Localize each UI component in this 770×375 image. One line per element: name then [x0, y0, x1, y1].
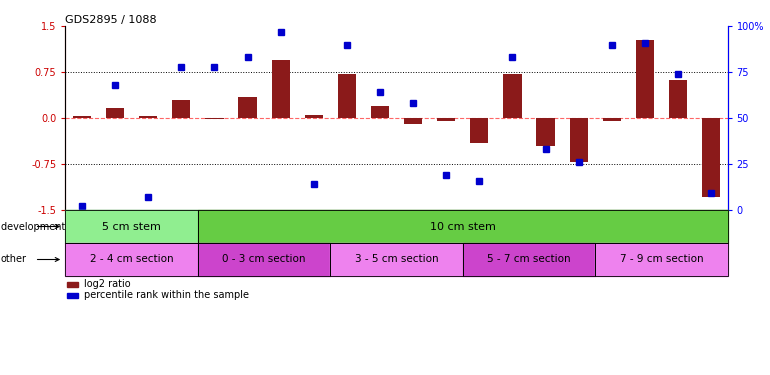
- Bar: [702, 118, 720, 196]
- Text: 2 - 4 cm section: 2 - 4 cm section: [90, 255, 173, 264]
- Text: GDS2895 / 1088: GDS2895 / 1088: [65, 15, 157, 26]
- Text: 0 - 3 cm section: 0 - 3 cm section: [223, 255, 306, 264]
- Bar: [504, 74, 521, 118]
- Bar: [206, 118, 223, 119]
- Text: 7 - 9 cm section: 7 - 9 cm section: [620, 255, 703, 264]
- Bar: [106, 108, 124, 118]
- Text: percentile rank within the sample: percentile rank within the sample: [84, 290, 249, 300]
- Bar: [272, 60, 290, 118]
- Text: 5 - 7 cm section: 5 - 7 cm section: [487, 255, 571, 264]
- Bar: [537, 118, 554, 146]
- Bar: [371, 106, 389, 118]
- Bar: [404, 118, 422, 124]
- Text: development stage: development stage: [1, 222, 95, 231]
- Text: 10 cm stem: 10 cm stem: [430, 222, 496, 231]
- Bar: [172, 100, 190, 118]
- Bar: [338, 74, 356, 118]
- Bar: [470, 118, 488, 142]
- Bar: [437, 118, 455, 121]
- Bar: [305, 115, 323, 118]
- Text: 3 - 5 cm section: 3 - 5 cm section: [355, 255, 438, 264]
- Text: other: other: [1, 255, 27, 264]
- Bar: [603, 118, 621, 121]
- Bar: [239, 97, 256, 118]
- Bar: [636, 40, 654, 118]
- Bar: [570, 118, 588, 162]
- Text: log2 ratio: log2 ratio: [84, 279, 131, 289]
- Bar: [669, 80, 687, 118]
- Bar: [139, 116, 157, 118]
- Bar: [73, 116, 91, 118]
- Text: 5 cm stem: 5 cm stem: [102, 222, 161, 231]
